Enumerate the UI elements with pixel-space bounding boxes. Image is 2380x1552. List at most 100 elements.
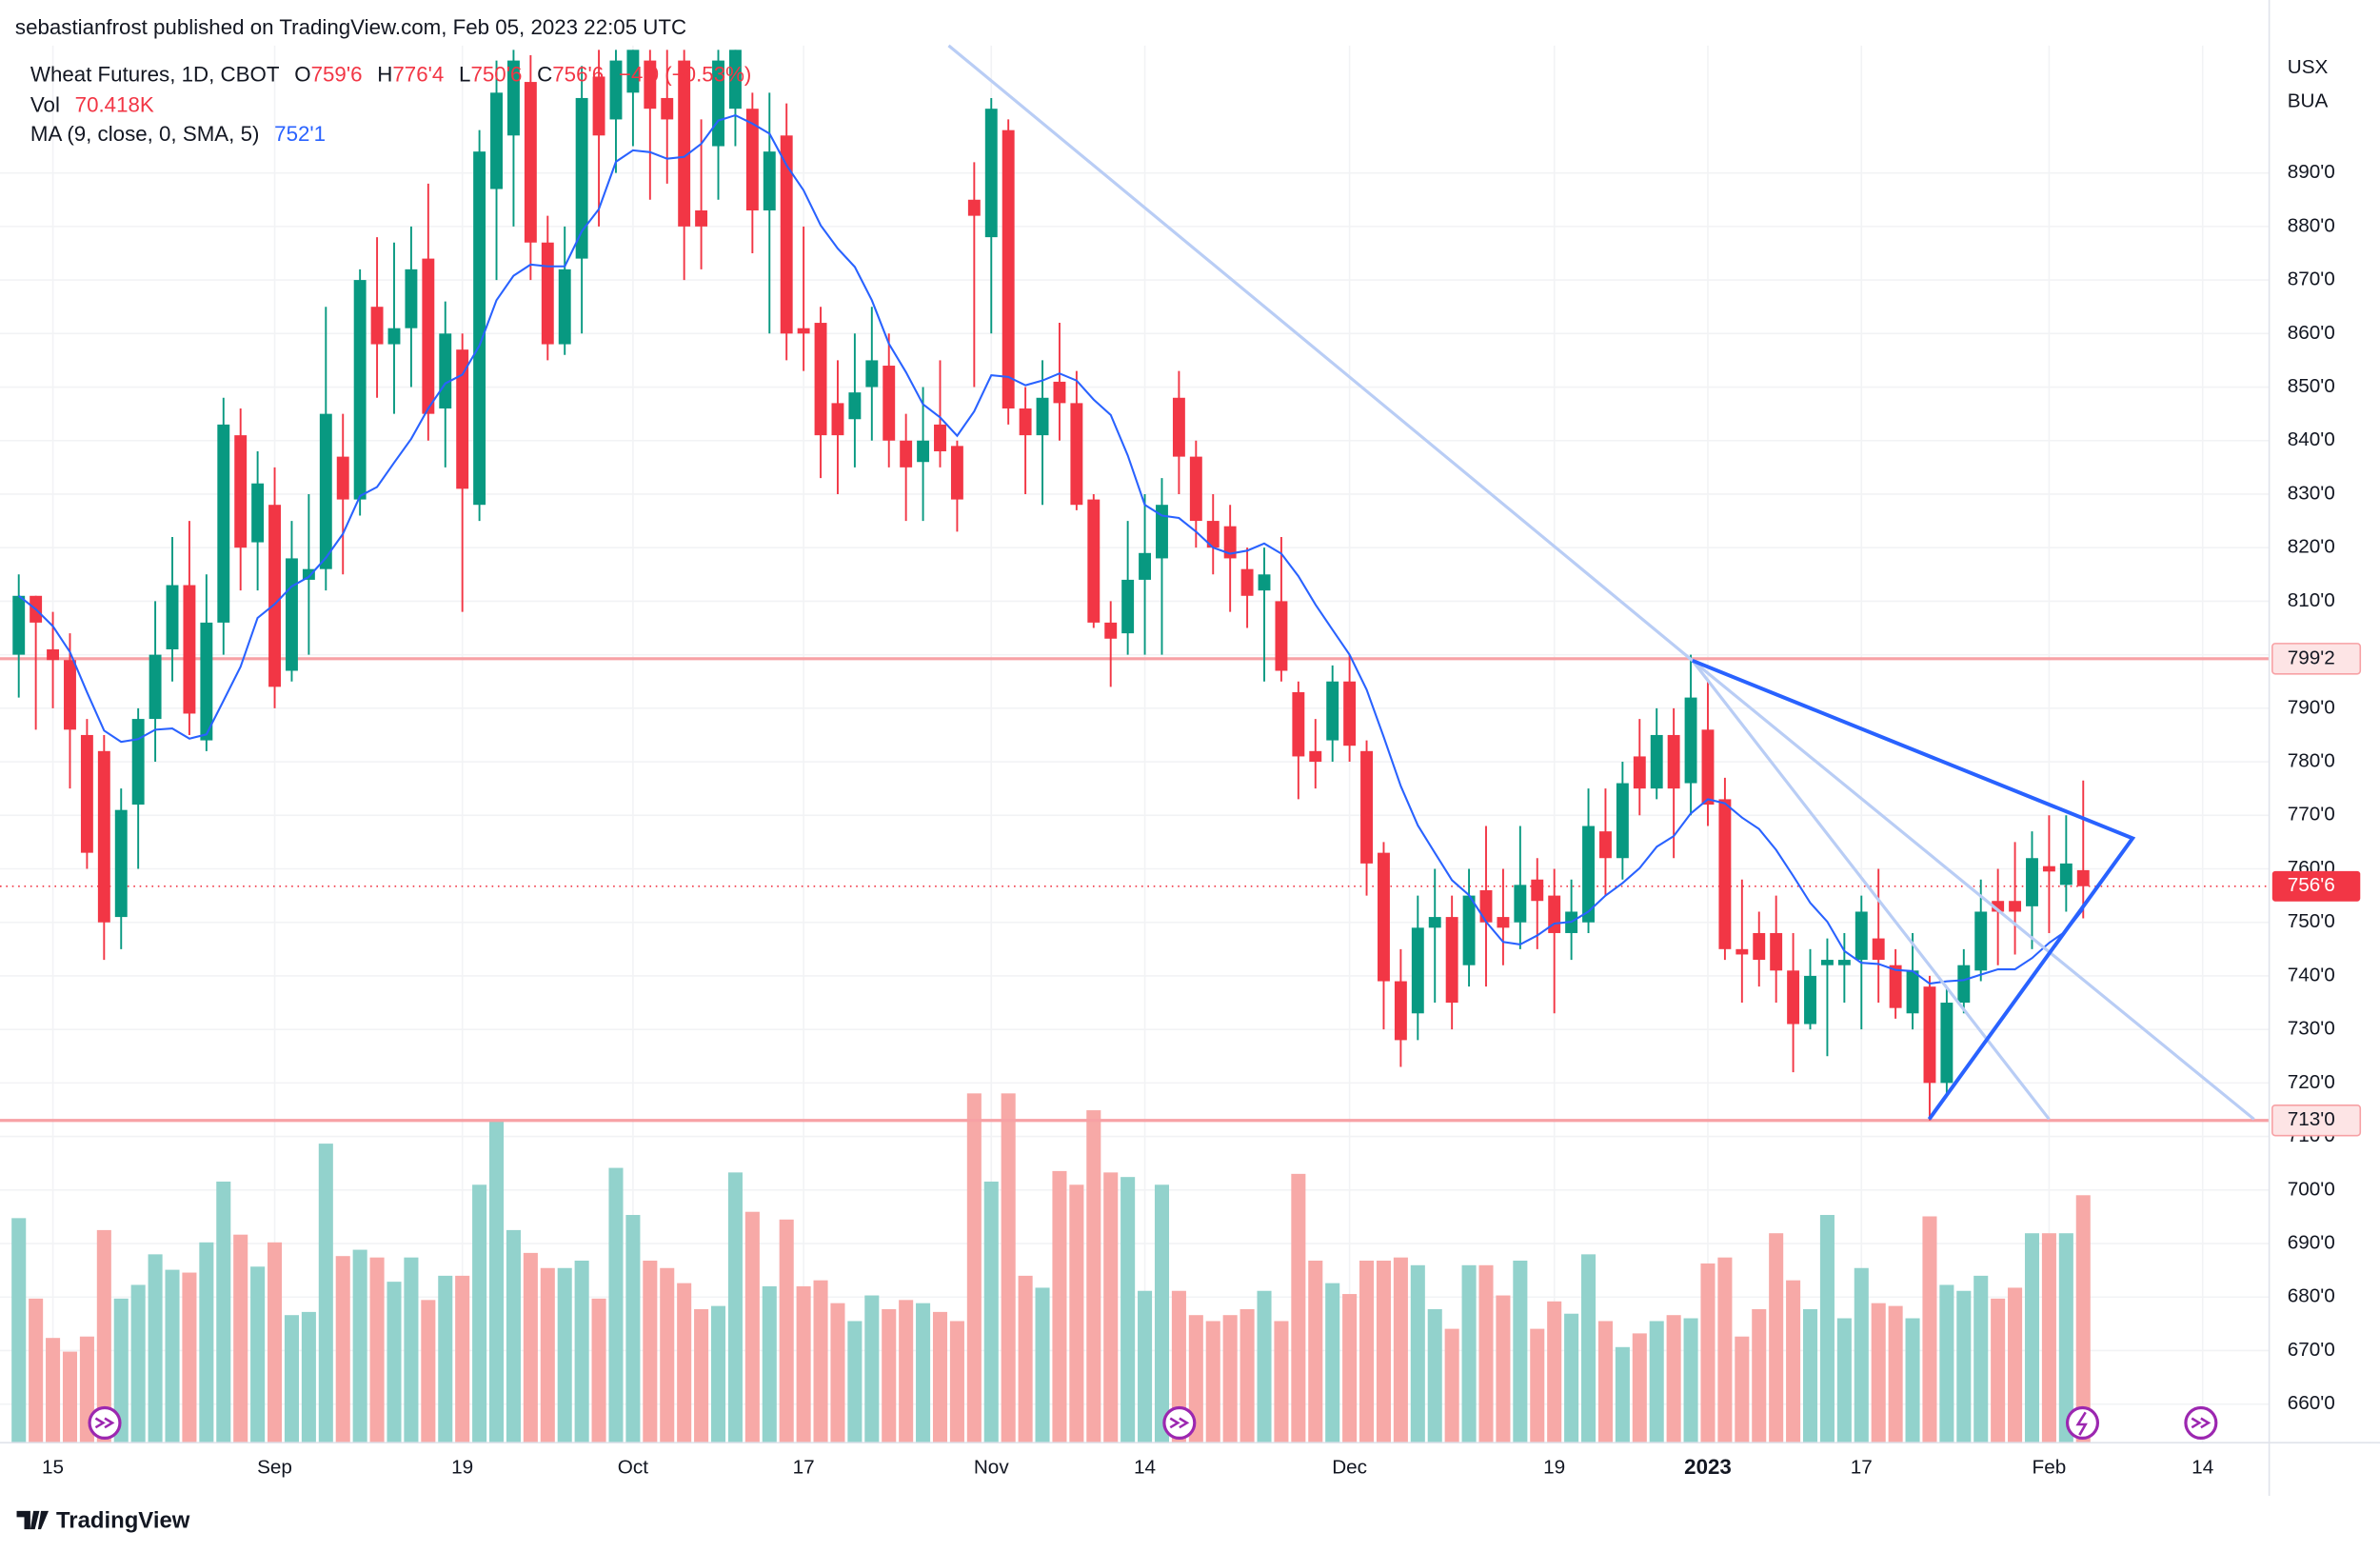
volume-bar <box>1496 1295 1511 1443</box>
candle-body <box>1514 885 1527 923</box>
candle-body <box>47 648 60 661</box>
candle-body <box>370 307 384 345</box>
volume-bar <box>2058 1233 2073 1443</box>
volume-bar <box>2008 1287 2023 1443</box>
volume-bar <box>694 1308 709 1443</box>
y-tick-label: 790'0 <box>2288 696 2335 718</box>
candle-body <box>1906 970 1919 1014</box>
y-tick-label: 690'0 <box>2288 1231 2335 1253</box>
volume-bar <box>540 1267 555 1443</box>
legend-volume: Vol 70.418K <box>30 93 154 117</box>
candle-body <box>558 269 571 345</box>
event-glyph <box>2075 1411 2088 1436</box>
volume-bar <box>1325 1283 1340 1443</box>
volume-bar <box>404 1257 419 1443</box>
candle-body <box>439 333 452 409</box>
triangle-pattern <box>1691 658 2136 1121</box>
ma-value: 752'1 <box>274 122 326 146</box>
volume-bar <box>62 1351 78 1443</box>
candle-body <box>1667 734 1680 789</box>
event-icons <box>88 1405 2218 1440</box>
candle-body <box>1053 381 1066 404</box>
x-tick-label: 15 <box>42 1457 64 1479</box>
event-icon <box>2065 1405 2100 1440</box>
volume-bar <box>1444 1328 1459 1443</box>
x-tick-label: 19 <box>1543 1457 1565 1479</box>
candle-body <box>1992 901 2005 912</box>
candle-body <box>780 135 793 334</box>
volume-bar <box>1717 1257 1733 1443</box>
volume-bar <box>387 1282 402 1443</box>
volume-bar <box>608 1167 624 1443</box>
volume-bar <box>1513 1261 1528 1443</box>
candle-body <box>934 424 946 451</box>
candle-body <box>490 92 503 189</box>
trend-line <box>1691 659 2255 1121</box>
candle-body <box>251 483 265 543</box>
event-glyph <box>94 1417 115 1429</box>
volume-bar <box>1359 1261 1375 1443</box>
volume-bar <box>1069 1184 1084 1443</box>
volume-bar <box>1035 1287 1050 1443</box>
volume-bar <box>182 1272 197 1443</box>
candle-body <box>217 424 230 623</box>
volume-bar <box>96 1229 111 1443</box>
volume-bar <box>421 1300 436 1443</box>
candle-body <box>114 809 128 918</box>
volume-bar <box>1819 1215 1835 1443</box>
x-tick-label: Nov <box>974 1457 1009 1479</box>
volume-bar <box>1393 1257 1408 1443</box>
y-tick-label: 890'0 <box>2288 161 2335 183</box>
volume-bar <box>301 1311 316 1443</box>
volume-bar <box>1854 1267 1869 1443</box>
volume-bar <box>46 1338 61 1443</box>
volume-bar <box>1427 1308 1442 1443</box>
ohlc-label: C <box>537 63 552 87</box>
y-tick-label: 770'0 <box>2288 804 2335 826</box>
candle-body <box>814 323 827 436</box>
candle-body <box>1343 681 1357 746</box>
volume-bar <box>847 1321 863 1443</box>
volume-bar <box>1769 1233 1784 1443</box>
x-tick-label: 14 <box>1134 1457 1156 1479</box>
logo-mark <box>16 1510 50 1530</box>
candle-body <box>524 82 537 243</box>
candle-body <box>405 269 418 328</box>
ohlc-value: 759'6 <box>311 63 363 87</box>
candle-body <box>1718 799 1732 949</box>
candle-body <box>1616 783 1629 859</box>
ohlc-value: 776'4 <box>392 63 444 87</box>
candle-body <box>1820 960 1834 965</box>
volume-bar <box>1649 1321 1664 1443</box>
volume-bar <box>1086 1110 1101 1443</box>
candle-body <box>1087 499 1101 623</box>
candle-body <box>1770 932 1783 971</box>
candle-body <box>422 258 435 414</box>
volume-bar <box>864 1295 880 1443</box>
volume-bar <box>1410 1264 1425 1443</box>
volume-bar <box>1580 1254 1597 1443</box>
candle-body <box>797 328 810 334</box>
volume-label: Vol <box>30 93 60 117</box>
candle-body <box>917 440 930 463</box>
candle-body <box>1189 456 1202 522</box>
trend-line <box>1691 659 2051 1121</box>
volume-bar <box>1376 1261 1391 1443</box>
volume-bar <box>148 1254 163 1443</box>
candle-body <box>728 50 742 109</box>
candle-body <box>883 366 896 441</box>
candle-body <box>2042 866 2055 872</box>
candle-body <box>1889 965 1902 1008</box>
volume-bar <box>1632 1333 1647 1443</box>
candle-body <box>984 109 998 238</box>
volume-bar <box>352 1249 367 1443</box>
volume-bar <box>1188 1315 1203 1443</box>
volume-bar <box>779 1219 794 1443</box>
volume-bar <box>762 1285 777 1443</box>
candle-body <box>575 97 588 259</box>
candle-body <box>1036 397 1049 436</box>
volume-bar <box>916 1303 931 1443</box>
volume-bar <box>29 1298 44 1443</box>
volume-bar <box>1138 1290 1153 1443</box>
